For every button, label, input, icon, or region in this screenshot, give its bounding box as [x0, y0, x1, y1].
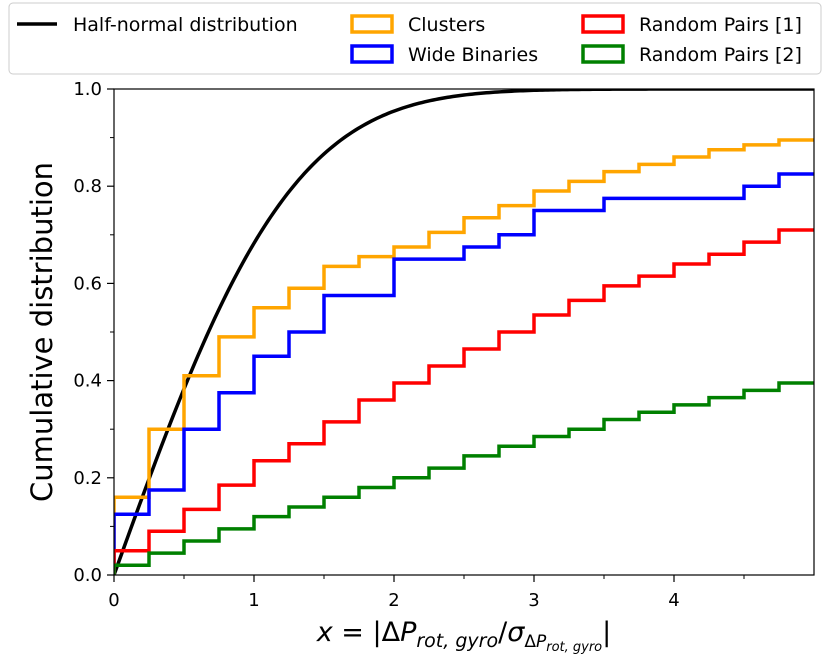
series-random-pairs-2	[114, 381, 814, 575]
y-tick-label: 0.6	[73, 273, 102, 294]
legend: Half-normal distribution Clusters Random P…	[8, 2, 822, 75]
x-tick-label: 4	[668, 590, 679, 611]
series-clusters	[114, 138, 814, 575]
legend-label-half-normal-distribution: Half-normal distribution	[73, 14, 298, 36]
y-tick-label: 0.8	[73, 176, 102, 197]
x-tick-label: 2	[388, 590, 399, 611]
y-tick-label: 0.0	[73, 565, 102, 586]
x-tick-label: 3	[528, 590, 539, 611]
y-axis-title: Cumulative distribution	[25, 162, 59, 502]
legend-label-random-pairs-1: Random Pairs [1]	[639, 14, 802, 36]
legend-swatch-random-pairs-2	[581, 44, 625, 64]
y-tick-label: 0.4	[73, 371, 102, 392]
legend-swatch-clusters	[350, 14, 394, 34]
legend-frame	[8, 2, 822, 75]
legend-label-clusters: Clusters	[408, 14, 485, 36]
plot-area	[113, 88, 815, 576]
series-wide-binaries	[114, 172, 814, 575]
legend-label-wide-binaries: Wide Binaries	[408, 44, 538, 66]
legend-label-random-pairs-2: Random Pairs [2]	[639, 44, 802, 66]
series-random-pairs-1	[114, 228, 814, 575]
legend-swatch-random-pairs-1	[581, 14, 625, 34]
y-tick-label: 1.0	[73, 79, 102, 100]
x-axis-title: x = |ΔProt, gyro/σΔProt, gyro|	[316, 617, 612, 655]
legend-swatch-wide-binaries	[350, 44, 394, 64]
y-tick-label: 0.2	[73, 468, 102, 489]
x-tick-label: 0	[108, 590, 119, 611]
x-tick-label: 1	[248, 590, 259, 611]
